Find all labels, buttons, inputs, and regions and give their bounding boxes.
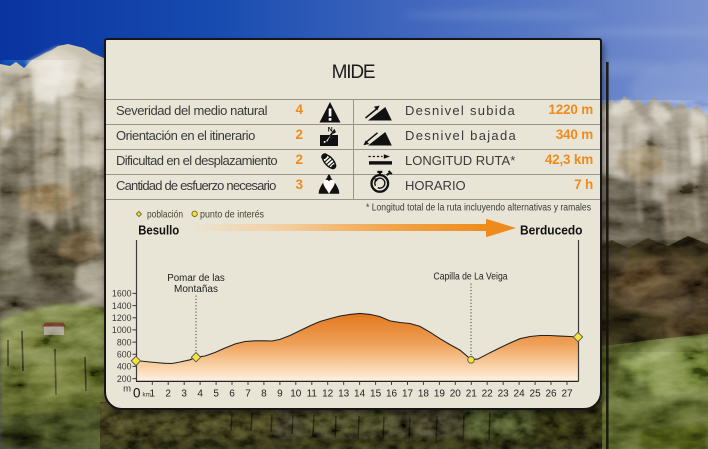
svg-text:18: 18: [418, 389, 430, 400]
svg-text:22: 22: [482, 389, 494, 400]
svg-text:20: 20: [450, 389, 462, 400]
svg-text:1: 1: [150, 389, 156, 400]
svg-text:23: 23: [498, 389, 510, 400]
svg-text:12: 12: [322, 389, 334, 400]
svg-text:Capilla de La Veiga: Capilla de La Veiga: [434, 272, 508, 283]
svg-text:8: 8: [261, 389, 267, 400]
svg-text:6: 6: [229, 389, 235, 400]
svg-text:600: 600: [117, 350, 132, 360]
svg-text:* Longitud total de la ruta in: * Longitud total de la ruta incluyendo a…: [366, 203, 591, 214]
svg-text:24: 24: [514, 389, 526, 400]
svg-text:14: 14: [354, 389, 366, 400]
svg-text:16: 16: [386, 389, 398, 400]
svg-text:0: 0: [133, 386, 141, 401]
svg-text:1600: 1600: [112, 289, 132, 299]
svg-text:Besullo: Besullo: [138, 222, 179, 237]
svg-text:1200: 1200: [112, 313, 132, 323]
svg-text:5: 5: [213, 389, 219, 400]
svg-text:población: población: [147, 209, 183, 221]
svg-text:Berducedo: Berducedo: [520, 222, 583, 237]
svg-text:Pomar de las: Pomar de las: [167, 273, 225, 284]
svg-text:200: 200: [117, 374, 132, 384]
svg-text:1000: 1000: [112, 325, 132, 335]
svg-text:27: 27: [561, 389, 573, 400]
svg-text:km: km: [143, 392, 151, 399]
svg-text:21: 21: [466, 389, 478, 400]
svg-text:1400: 1400: [112, 301, 132, 311]
svg-text:800: 800: [117, 337, 132, 347]
svg-text:2: 2: [165, 389, 171, 400]
svg-text:26: 26: [545, 389, 557, 400]
svg-text:3: 3: [181, 389, 187, 400]
svg-text:400: 400: [117, 362, 132, 372]
svg-text:10: 10: [290, 389, 302, 400]
svg-text:Montañas: Montañas: [174, 284, 218, 295]
svg-text:19: 19: [434, 389, 446, 400]
svg-text:N: N: [328, 126, 333, 133]
svg-text:13: 13: [338, 389, 350, 400]
svg-text:9: 9: [277, 389, 283, 400]
svg-text:punto de interés: punto de interés: [200, 209, 264, 221]
svg-text:15: 15: [370, 389, 382, 400]
svg-text:4: 4: [197, 389, 203, 400]
svg-text:7: 7: [245, 389, 251, 400]
svg-text:m: m: [123, 384, 131, 395]
svg-text:25: 25: [530, 389, 542, 400]
svg-text:11: 11: [307, 389, 318, 400]
svg-text:17: 17: [402, 389, 414, 400]
